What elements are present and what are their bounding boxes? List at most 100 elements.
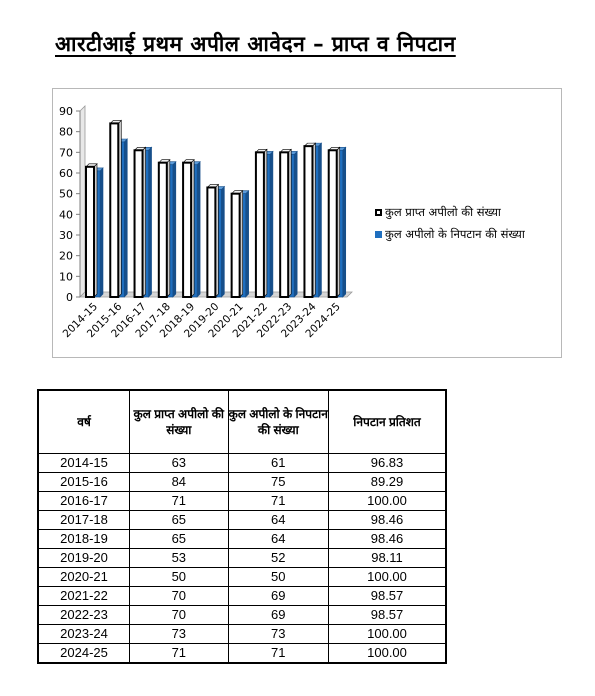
bar-disposed-side [293, 150, 298, 298]
bar-disposed-side [221, 185, 225, 298]
header-percent: निपटान प्रतिशत [328, 389, 447, 454]
chart-frame: 0 10 20 30 40 50 60 70 80 90 2014-15 2015-16 2016-17… [52, 88, 562, 358]
cell-percent: 98.46 [328, 510, 447, 530]
bar-received [279, 151, 290, 299]
bar-disposed-side [196, 161, 201, 298]
cell-received: 84 [129, 472, 229, 492]
cell-received: 71 [129, 491, 229, 511]
bar-disposed-side [318, 142, 322, 298]
legend-swatch-disposed [375, 230, 382, 238]
y-tick-label: 0 [66, 291, 73, 304]
bar-received [109, 122, 120, 299]
cell-received: 71 [129, 643, 229, 664]
cell-disposed: 50 [227, 567, 330, 587]
cell-year: 2018-19 [37, 529, 131, 549]
y-tick-label: 30 [59, 229, 73, 242]
bar-received [85, 165, 95, 298]
cell-year: 2019-20 [37, 548, 131, 568]
cell-disposed: 75 [227, 472, 330, 492]
table-row: 2022-23 70 69 98.57 [37, 605, 447, 625]
cell-received: 53 [129, 548, 229, 568]
cell-year: 2023-24 [37, 624, 131, 644]
y-tick-label: 80 [59, 126, 73, 139]
header-year: वर्ष [37, 389, 131, 454]
legend-swatch-received [375, 208, 382, 216]
bar-disposed-side [123, 138, 128, 298]
data-table: वर्ष कुल प्राप्त अपीलो की संख्या कुल अपी… [37, 389, 447, 664]
cell-percent: 98.46 [328, 529, 447, 549]
legend-item-received: कुल प्राप्त अपीलो की संख्या [375, 201, 525, 223]
bar-disposed-side [342, 146, 347, 298]
table-row: 2023-24 73 73 100.00 [37, 624, 447, 644]
page-title: आरटीआई प्रथम अपील आवेदन – प्राप्त व निपट… [55, 32, 456, 56]
header-received: कुल प्राप्त अपीलो की संख्या [129, 389, 229, 454]
cell-year: 2014-15 [37, 453, 131, 473]
legend-label-received: कुल प्राप्त अपीलो की संख्या [385, 204, 501, 219]
table-row: 2020-21 50 50 100.00 [37, 567, 447, 587]
cell-received: 73 [129, 624, 229, 644]
table-row: 2014-15 63 61 96.83 [37, 453, 447, 473]
cell-received: 63 [129, 453, 229, 473]
cell-percent: 100.00 [328, 567, 447, 587]
cell-disposed: 73 [227, 624, 330, 644]
table-header-row: वर्ष कुल प्राप्त अपीलो की संख्या कुल अपी… [37, 389, 447, 454]
cell-year: 2015-16 [37, 472, 131, 492]
cell-disposed: 71 [227, 643, 330, 664]
cell-disposed: 64 [227, 510, 330, 530]
chart-legend: कुल प्राप्त अपीलो की संख्या कुल अपीलो के… [375, 201, 525, 245]
table-row: 2024-25 71 71 100.00 [37, 643, 447, 664]
cell-percent: 98.11 [328, 548, 447, 568]
bar-disposed-side [269, 150, 274, 298]
bar-received [303, 145, 314, 299]
cell-disposed: 61 [227, 453, 330, 473]
table-row: 2015-16 84 75 89.29 [37, 472, 447, 492]
cell-disposed: 52 [227, 548, 330, 568]
cell-percent: 100.00 [328, 624, 447, 644]
cell-received: 70 [129, 586, 229, 606]
table-row: 2017-18 65 64 98.46 [37, 510, 447, 530]
cell-received: 65 [129, 529, 229, 549]
bar-received [206, 186, 217, 298]
bar-received [254, 151, 265, 299]
table-row: 2016-17 71 71 100.00 [37, 491, 447, 511]
cell-received: 65 [129, 510, 229, 530]
bar-disposed-side [148, 146, 152, 298]
cell-percent: 96.83 [328, 453, 447, 473]
legend-label-disposed: कुल अपीलो के निपटान की संख्या [385, 226, 525, 241]
cell-percent: 100.00 [328, 491, 447, 511]
cell-percent: 100.00 [328, 643, 447, 664]
bar-received [182, 161, 193, 298]
y-tick-label: 40 [59, 208, 73, 221]
y-tick-label: 70 [59, 146, 73, 159]
table-row: 2021-22 70 69 98.57 [37, 586, 447, 606]
bar-disposed-side [172, 161, 177, 298]
cell-percent: 98.57 [328, 586, 447, 606]
chart-side-wall [79, 105, 86, 298]
cell-year: 2022-23 [37, 605, 131, 625]
cell-disposed: 64 [227, 529, 330, 549]
cell-percent: 89.29 [328, 472, 447, 492]
cell-disposed: 69 [227, 586, 330, 606]
y-tick-label: 50 [59, 188, 73, 201]
cell-year: 2017-18 [37, 510, 131, 530]
table-body: 2014-15 63 61 96.83 2015-16 84 75 89.29 2016-17 7… [37, 453, 447, 664]
cell-year: 2024-25 [37, 643, 131, 664]
y-tick-label: 60 [59, 167, 73, 180]
cell-year: 2021-22 [37, 586, 131, 606]
y-tick-label: 10 [59, 270, 73, 283]
y-tick-label: 90 [59, 105, 73, 118]
cell-year: 2016-17 [37, 491, 131, 511]
cell-received: 70 [129, 605, 229, 625]
bar-disposed-side [99, 167, 104, 298]
header-disposed: कुल अपीलो के निपटान की संख्या [227, 389, 330, 454]
bar-chart: 01020304050607080902014-152015-162016-17… [59, 105, 353, 340]
cell-year: 2020-21 [37, 567, 131, 587]
table-row: 2018-19 65 64 98.46 [37, 529, 447, 549]
bar-received [327, 149, 338, 299]
cell-percent: 98.57 [328, 605, 447, 625]
cell-received: 50 [129, 567, 229, 587]
cell-disposed: 69 [227, 605, 330, 625]
table-row: 2019-20 53 52 98.11 [37, 548, 447, 568]
y-tick-label: 20 [59, 250, 73, 263]
bar-received [157, 161, 168, 298]
